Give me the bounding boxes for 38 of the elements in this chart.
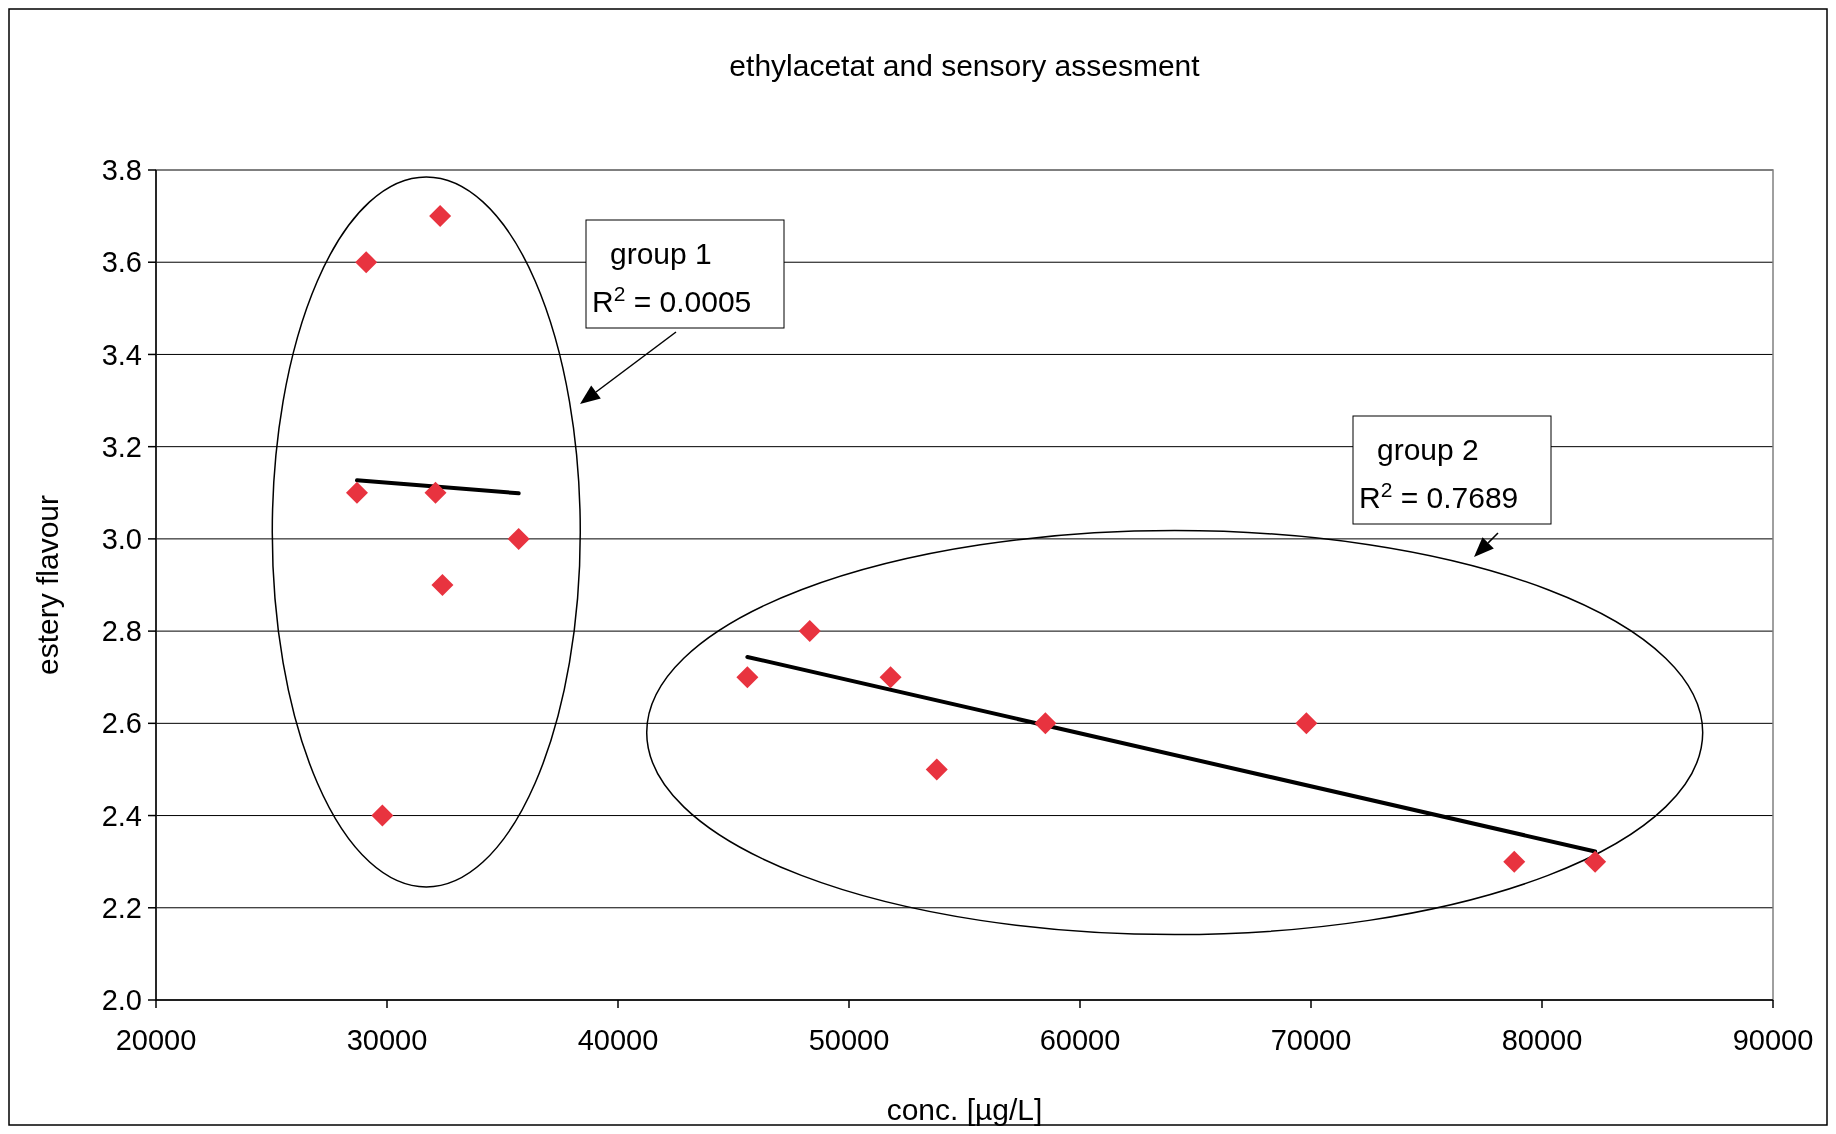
chart-title: ethylacetat and sensory assesment [729, 49, 1201, 82]
y-tick-label: 2.2 [101, 891, 142, 924]
point [879, 666, 902, 689]
y-tick-label: 3.6 [101, 246, 142, 279]
annotation: group 2 R$^{2}$ = 0.7689 [1359, 433, 1519, 514]
point [1295, 712, 1318, 735]
point [431, 574, 454, 596]
point [925, 758, 948, 781]
point [371, 804, 394, 827]
x-tick-label: 50000 [808, 1024, 890, 1056]
point [424, 481, 447, 504]
x-tick-label: 40000 [577, 1024, 659, 1056]
point [1503, 850, 1526, 873]
y-axis-title: estery flavour [31, 494, 64, 676]
y-tick-label: 3.4 [101, 338, 142, 371]
y-tick-label: 3.8 [101, 154, 142, 187]
point [507, 527, 530, 550]
point [736, 666, 759, 689]
y-tick-label: 2.6 [101, 707, 142, 740]
point [429, 205, 452, 228]
point [798, 620, 821, 643]
point [345, 481, 368, 504]
y-tick-label: 2.4 [101, 799, 142, 832]
y-tick-label: 3.2 [101, 430, 142, 463]
y-tick-label: 2.0 [101, 984, 142, 1017]
point [355, 251, 378, 274]
x-tick-label: 20000 [115, 1024, 197, 1056]
point [1034, 712, 1057, 735]
x-tick-label: 60000 [1039, 1024, 1121, 1056]
annotation: group 1 R$^{2}$ = 0.0005 [592, 237, 752, 318]
point [1584, 850, 1607, 873]
y-tick-label: 2.8 [101, 615, 142, 648]
x-tick-label: 70000 [1270, 1024, 1352, 1056]
x-tick-label: 30000 [346, 1024, 428, 1056]
x-axis-title: conc. [µg/L] [886, 1093, 1043, 1126]
x-tick-label: 80000 [1501, 1024, 1583, 1056]
y-tick-label: 3.0 [101, 523, 142, 556]
x-tick-label: 90000 [1732, 1024, 1814, 1056]
